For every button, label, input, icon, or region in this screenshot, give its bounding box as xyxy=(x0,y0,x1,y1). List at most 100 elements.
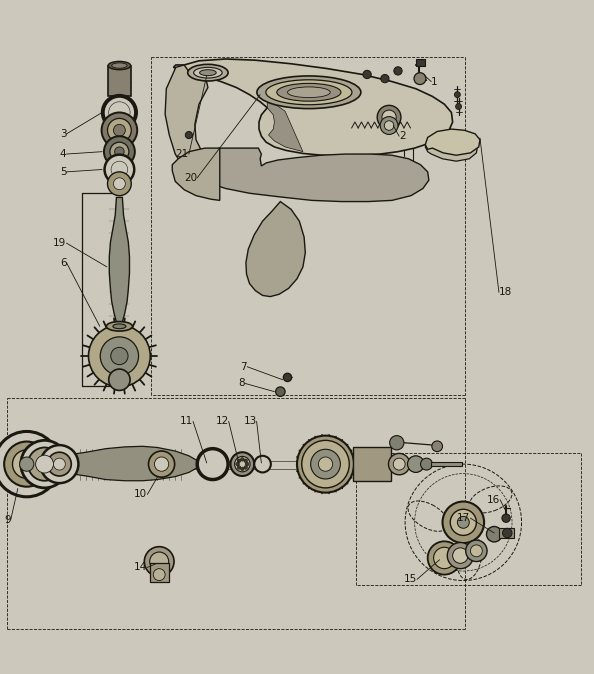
Ellipse shape xyxy=(287,87,330,98)
Circle shape xyxy=(466,540,487,561)
Circle shape xyxy=(245,462,249,466)
Text: 9: 9 xyxy=(4,515,11,525)
Text: 16: 16 xyxy=(487,495,500,505)
Polygon shape xyxy=(267,102,303,152)
Bar xyxy=(353,448,391,481)
Bar xyxy=(431,462,462,466)
Circle shape xyxy=(283,373,292,381)
Text: 15: 15 xyxy=(404,574,417,584)
Ellipse shape xyxy=(266,80,352,104)
Ellipse shape xyxy=(194,67,222,78)
Text: 18: 18 xyxy=(499,287,512,297)
Circle shape xyxy=(109,102,130,123)
Circle shape xyxy=(470,545,482,557)
Ellipse shape xyxy=(188,64,228,81)
Circle shape xyxy=(4,441,49,487)
Circle shape xyxy=(244,459,248,462)
Text: 4: 4 xyxy=(60,149,67,159)
Polygon shape xyxy=(173,59,453,156)
Circle shape xyxy=(113,124,125,136)
Circle shape xyxy=(502,514,510,522)
Circle shape xyxy=(102,113,137,148)
Text: 10: 10 xyxy=(134,489,147,499)
Circle shape xyxy=(103,96,136,129)
Ellipse shape xyxy=(106,321,132,331)
Circle shape xyxy=(453,548,468,563)
Circle shape xyxy=(244,466,248,469)
Circle shape xyxy=(109,369,130,390)
Circle shape xyxy=(12,450,41,479)
Circle shape xyxy=(48,452,71,476)
Circle shape xyxy=(450,510,476,535)
Circle shape xyxy=(486,526,502,542)
Ellipse shape xyxy=(108,61,131,69)
Circle shape xyxy=(150,552,169,571)
Circle shape xyxy=(443,501,484,543)
Circle shape xyxy=(380,117,398,134)
Circle shape xyxy=(108,119,131,142)
Text: 13: 13 xyxy=(244,417,257,427)
Circle shape xyxy=(456,104,462,109)
Polygon shape xyxy=(7,446,197,481)
Text: 20: 20 xyxy=(184,173,197,183)
Circle shape xyxy=(21,440,68,488)
Polygon shape xyxy=(194,148,429,202)
Text: 3: 3 xyxy=(60,129,67,139)
Circle shape xyxy=(89,325,150,387)
Ellipse shape xyxy=(277,84,341,101)
Circle shape xyxy=(363,70,371,79)
Circle shape xyxy=(377,105,401,129)
Text: 21: 21 xyxy=(176,149,189,159)
Circle shape xyxy=(302,440,349,488)
Circle shape xyxy=(382,110,396,124)
Circle shape xyxy=(110,347,128,365)
Circle shape xyxy=(428,541,461,575)
Circle shape xyxy=(237,459,241,462)
Circle shape xyxy=(105,154,134,185)
Circle shape xyxy=(432,441,443,452)
Circle shape xyxy=(434,547,455,569)
Text: 5: 5 xyxy=(60,167,67,177)
Circle shape xyxy=(28,448,61,481)
Circle shape xyxy=(276,387,285,396)
Text: 2: 2 xyxy=(399,131,406,142)
Circle shape xyxy=(110,142,129,161)
Bar xyxy=(416,59,425,66)
Polygon shape xyxy=(109,197,129,328)
Polygon shape xyxy=(246,202,305,297)
Polygon shape xyxy=(165,65,211,184)
Circle shape xyxy=(115,147,124,156)
Circle shape xyxy=(197,449,228,480)
Circle shape xyxy=(185,131,192,139)
Circle shape xyxy=(394,67,402,75)
Polygon shape xyxy=(425,129,480,155)
Circle shape xyxy=(53,458,65,470)
Circle shape xyxy=(318,457,333,471)
Ellipse shape xyxy=(113,324,126,329)
Circle shape xyxy=(153,569,165,580)
Text: 19: 19 xyxy=(53,238,67,248)
Circle shape xyxy=(148,451,175,477)
Text: 11: 11 xyxy=(180,417,193,427)
Circle shape xyxy=(297,435,354,493)
Text: 12: 12 xyxy=(216,417,229,427)
Circle shape xyxy=(236,462,239,466)
Circle shape xyxy=(144,547,174,576)
Text: 7: 7 xyxy=(241,362,247,371)
Circle shape xyxy=(388,454,410,474)
Circle shape xyxy=(154,457,169,471)
Polygon shape xyxy=(425,133,478,161)
Text: 6: 6 xyxy=(60,257,67,268)
Circle shape xyxy=(454,92,460,98)
Circle shape xyxy=(421,458,432,470)
Circle shape xyxy=(0,431,59,497)
Text: 17: 17 xyxy=(457,513,470,523)
Circle shape xyxy=(241,467,244,470)
Circle shape xyxy=(414,73,426,84)
Circle shape xyxy=(407,456,424,472)
Circle shape xyxy=(40,445,78,483)
Text: 14: 14 xyxy=(134,563,147,572)
Circle shape xyxy=(503,528,512,538)
Circle shape xyxy=(381,74,389,83)
Circle shape xyxy=(237,466,241,469)
